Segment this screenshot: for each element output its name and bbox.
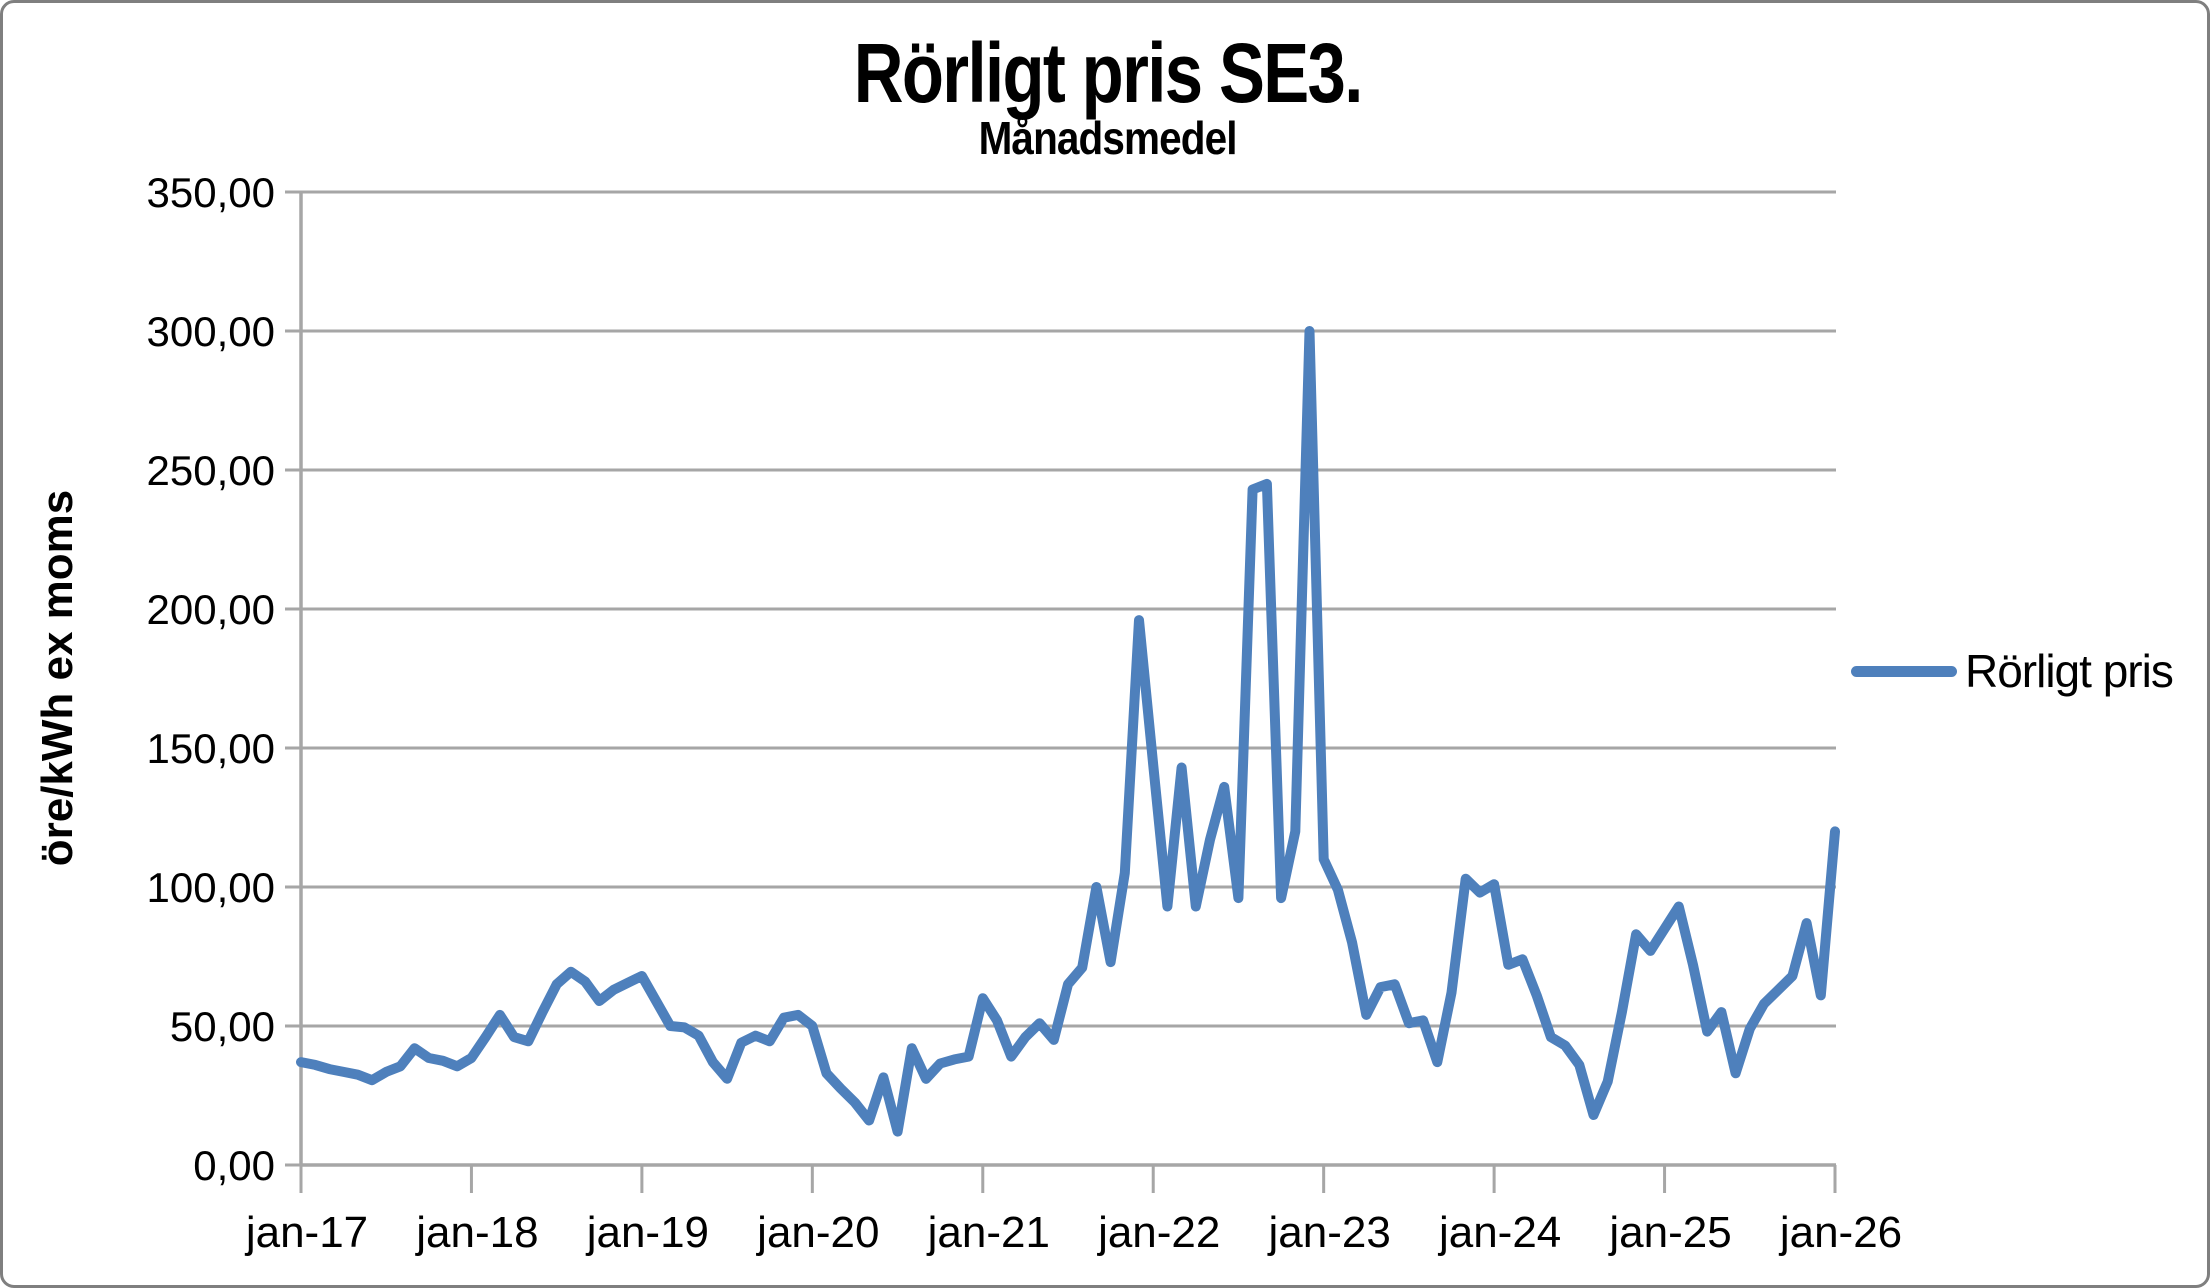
- x-tick-label: jan-24: [1437, 1208, 1561, 1257]
- legend-label: Rörligt pris: [1965, 645, 2174, 697]
- chart-title: Rörligt pris SE3.: [3, 25, 2207, 122]
- y-tick-label: 200,00: [147, 586, 275, 633]
- y-tick-label: 50,00: [170, 1003, 275, 1050]
- y-tick-label: 250,00: [147, 447, 275, 494]
- y-axis-title: öre/kWh ex moms: [33, 489, 82, 867]
- x-tick-label: jan-17: [244, 1208, 368, 1257]
- y-tick-label: 150,00: [147, 725, 275, 772]
- x-tick-label: jan-21: [926, 1208, 1050, 1257]
- chart-subtitle: Månadsmedel: [3, 111, 2207, 165]
- x-tick-label: jan-26: [1778, 1208, 1902, 1257]
- x-tick-label: jan-25: [1607, 1208, 1731, 1257]
- y-tick-label: 350,00: [147, 169, 275, 216]
- legend-series-line-icon: [1851, 665, 1957, 677]
- y-tick-label: 300,00: [147, 308, 275, 355]
- y-tick-label: 0,00: [193, 1142, 275, 1189]
- x-tick-label: jan-23: [1267, 1208, 1391, 1257]
- y-tick-label: 100,00: [147, 864, 275, 911]
- chart-title-text: Rörligt pris SE3.: [854, 26, 1364, 120]
- x-tick-label: jan-22: [1096, 1208, 1220, 1257]
- x-tick-label: jan-19: [585, 1208, 709, 1257]
- legend: Rörligt pris: [1851, 643, 2174, 699]
- x-tick-label: jan-18: [414, 1208, 538, 1257]
- price-series-line: [296, 326, 1840, 1137]
- chart-subtitle-text: Månadsmedel: [978, 112, 1238, 164]
- plot-area: 350,00 300,00 250,00 200,00 150,00 100,00 50,0…: [147, 169, 1903, 1257]
- x-tick-label: jan-20: [755, 1208, 879, 1257]
